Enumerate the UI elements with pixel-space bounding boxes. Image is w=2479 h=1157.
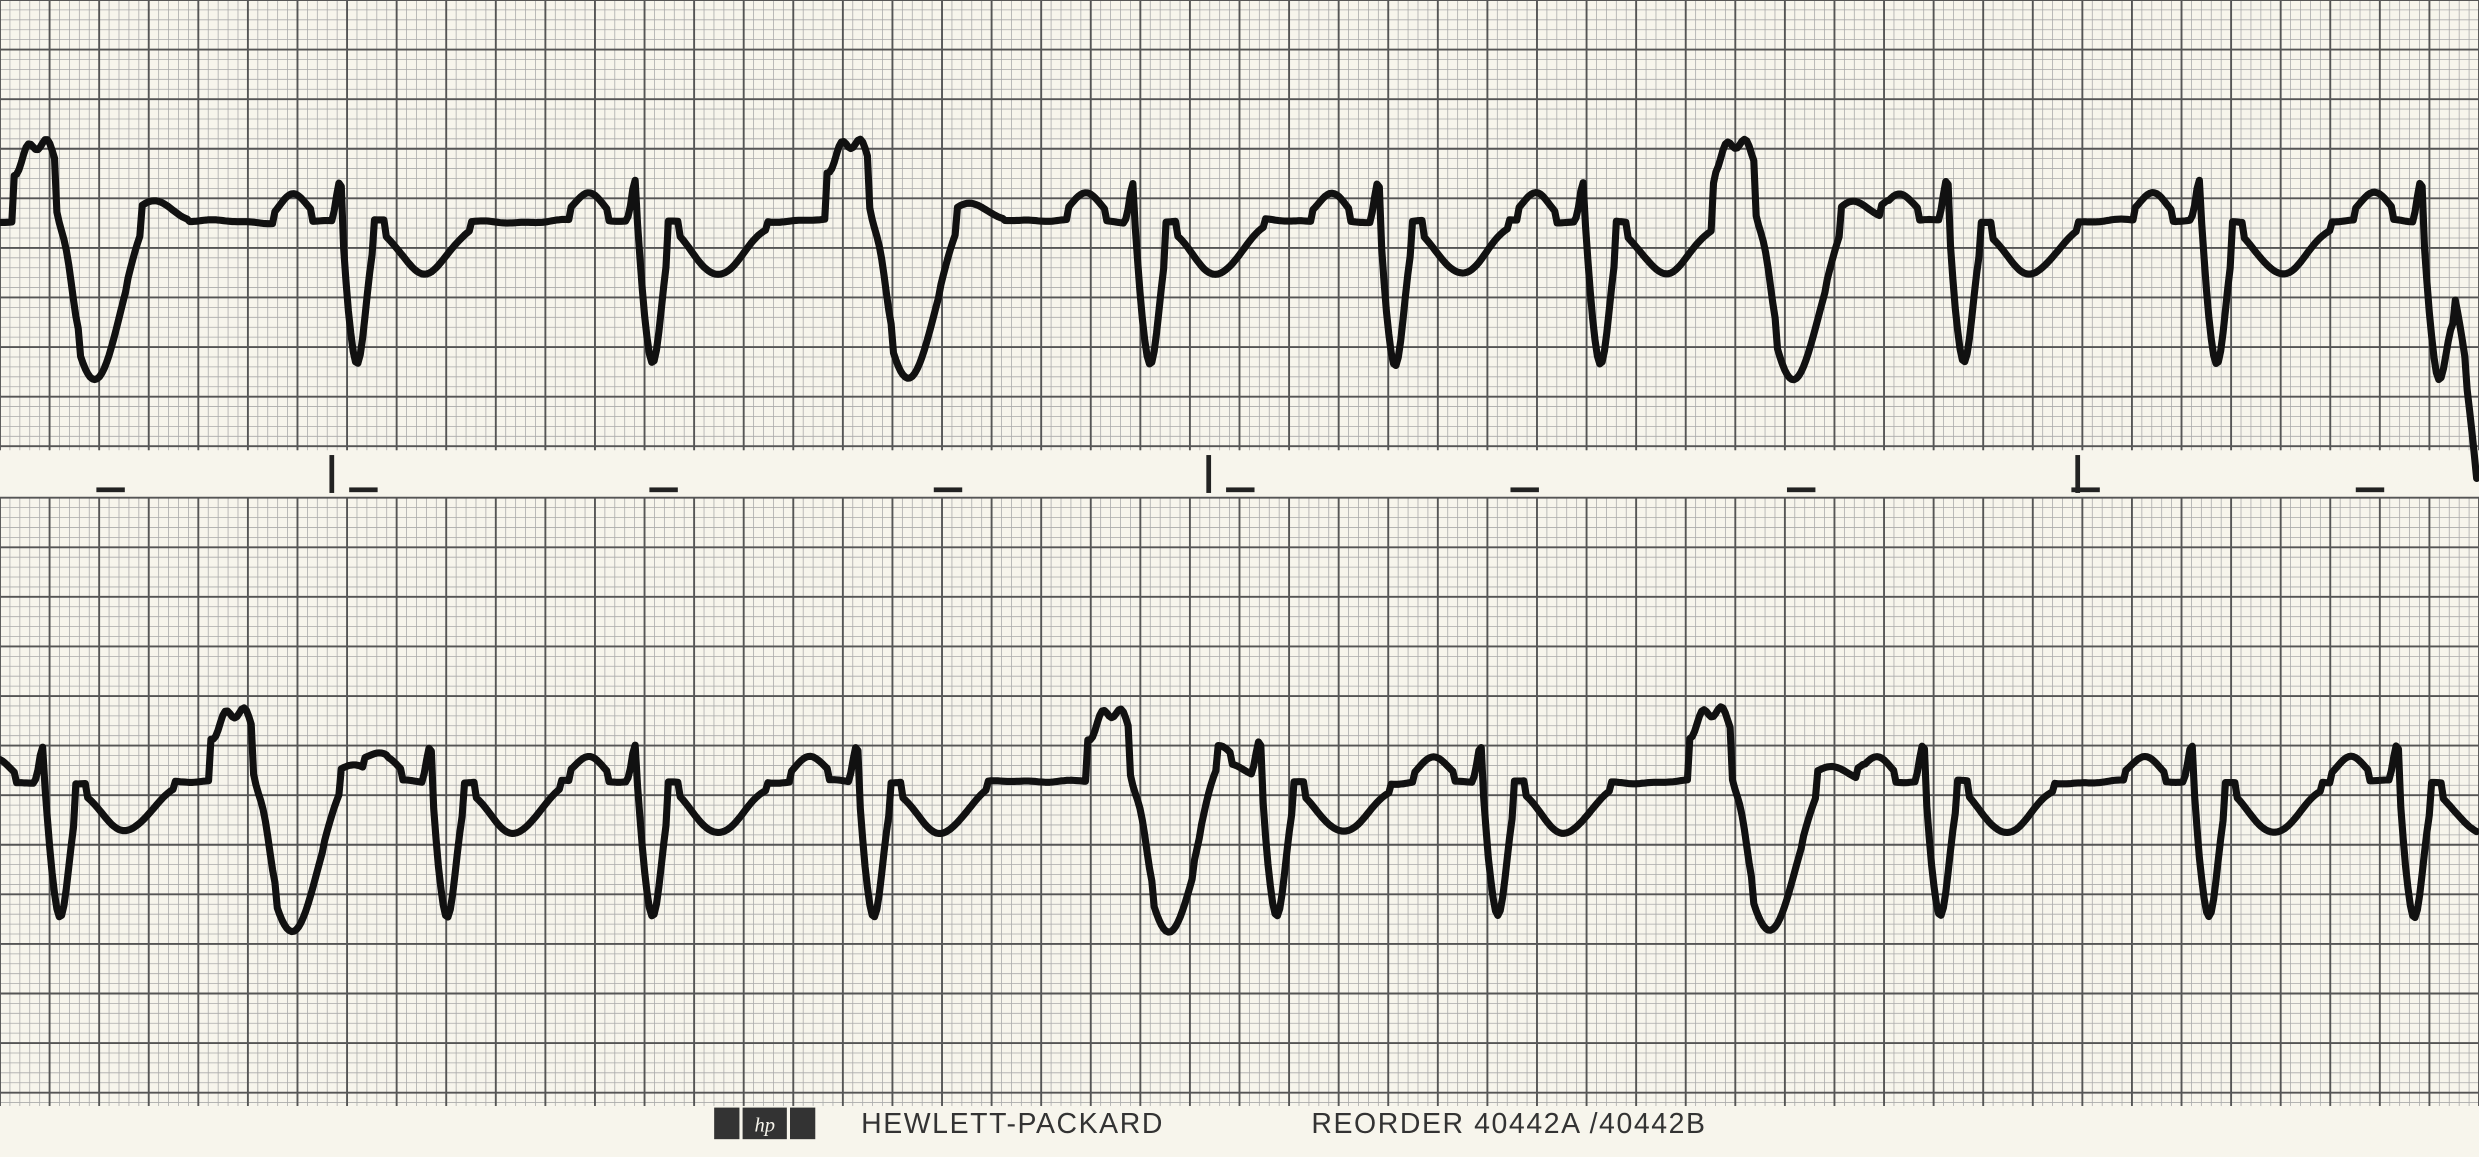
- reorder-label: REORDER 40442A /40442B: [1311, 1108, 1706, 1140]
- ecg-strip-chart: hp HEWLETT-PACKARD REORDER 40442A /40442B: [0, 0, 2479, 1157]
- hp-logo-icon: hp: [754, 1114, 775, 1136]
- paper-footer: hp HEWLETT-PACKARD REORDER 40442A /40442B: [0, 1108, 2479, 1157]
- brand-label: HEWLETT-PACKARD: [861, 1108, 1164, 1140]
- ecg-svg-canvas: hp HEWLETT-PACKARD REORDER 40442A /40442B: [0, 0, 2479, 1157]
